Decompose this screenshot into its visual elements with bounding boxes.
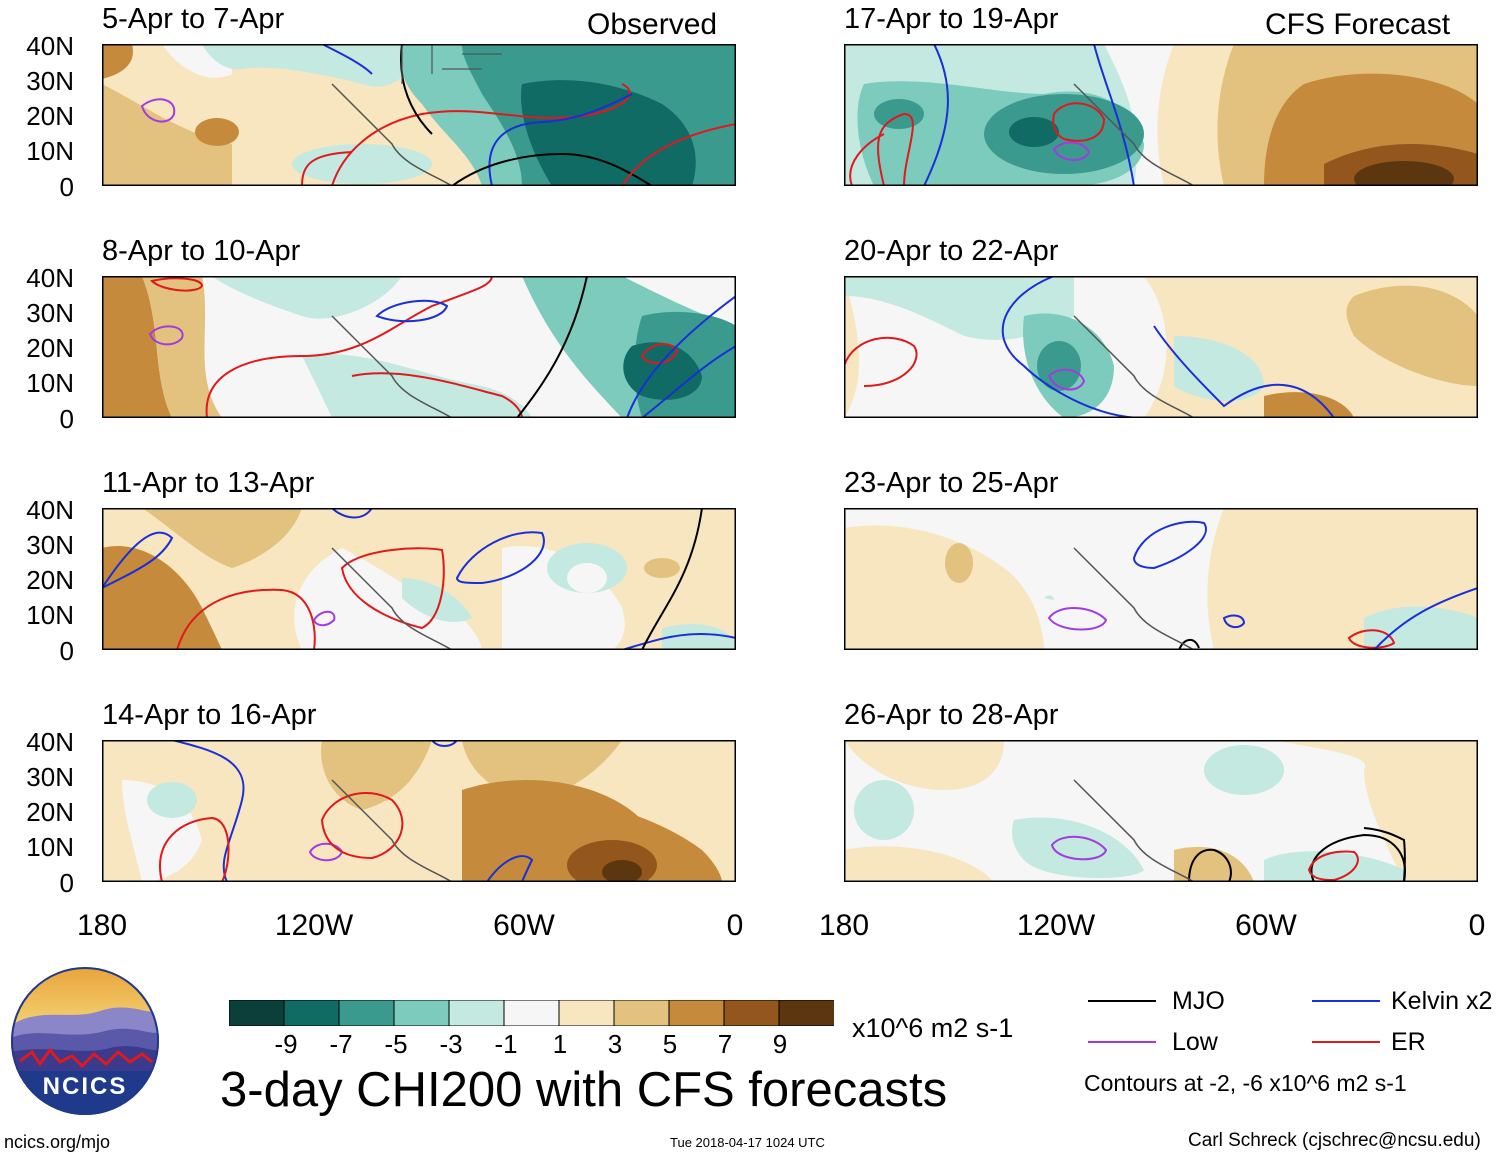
x-label: 60W <box>1235 909 1297 942</box>
colorbar-swatch <box>668 1000 725 1026</box>
colorbar-label: -5 <box>384 1029 408 1059</box>
x-label: 0 <box>726 909 744 942</box>
legend-label-kelvin: Kelvin x2 <box>1391 987 1493 1015</box>
x-label: 0 <box>1468 909 1486 942</box>
legend-line-low <box>1088 1041 1156 1043</box>
colorbar-swatch <box>229 1000 285 1026</box>
legend-label-er: ER <box>1391 1028 1426 1056</box>
y-label: 30N <box>26 66 74 96</box>
colorbar-label: -3 <box>439 1029 463 1059</box>
contour-note: Contours at -2, -6 x10^6 m2 s-1 <box>1084 1070 1407 1096</box>
x-label: 120W <box>1016 909 1096 942</box>
footer-author: Carl Schreck (cjschrec@ncsu.edu) <box>1188 1130 1481 1151</box>
y-label: 20N <box>26 333 74 363</box>
colorbar-label: 3 <box>607 1029 623 1059</box>
panel-title-r2: 20-Apr to 22-Apr <box>844 235 1059 267</box>
colorbar-swatch <box>338 1000 395 1026</box>
y-label: 0 <box>59 636 74 666</box>
x-label: 120W <box>274 909 354 942</box>
map-panel-observed-2 <box>102 276 736 418</box>
colorbar-label: 1 <box>552 1029 568 1059</box>
y-label: 10N <box>26 368 74 398</box>
y-label: 40N <box>26 727 74 757</box>
footer-timestamp: Tue 2018-04-17 1024 UTC <box>670 1135 825 1150</box>
y-label: 30N <box>26 298 74 328</box>
y-label: 40N <box>26 495 74 525</box>
ncics-logo: NCICS <box>11 967 159 1115</box>
legend-line-er <box>1312 1041 1380 1043</box>
footer-url[interactable]: ncics.org/mjo <box>4 1132 111 1152</box>
x-label: 180 <box>76 909 128 942</box>
colorbar-label: -9 <box>274 1029 298 1059</box>
colorbar-swatch <box>558 1000 615 1026</box>
observed-label: Observed <box>587 8 718 41</box>
units-label: x10^6 m2 s-1 <box>852 1013 1014 1043</box>
y-label: 10N <box>26 136 74 166</box>
panel-title-r1: 17-Apr to 19-Apr <box>844 3 1059 35</box>
colorbar-swatch <box>503 1000 560 1026</box>
y-label: 0 <box>59 404 74 434</box>
map-panel-observed-1 <box>102 44 736 186</box>
x-label: 180 <box>818 909 870 942</box>
x-label: 60W <box>493 909 555 942</box>
colorbar-swatch <box>613 1000 670 1026</box>
y-label: 0 <box>59 172 74 202</box>
colorbar-label: 5 <box>662 1029 678 1059</box>
colorbar-swatch <box>723 1000 780 1026</box>
figure-title: 3-day CHI200 with CFS forecasts <box>220 1063 948 1117</box>
legend-line-mjo <box>1088 1000 1156 1002</box>
panel-title-l4: 14-Apr to 16-Apr <box>102 699 317 731</box>
legend-label-mjo: MJO <box>1172 987 1225 1015</box>
legend-label-low: Low <box>1172 1028 1218 1056</box>
y-label: 30N <box>26 762 74 792</box>
map-panel-forecast-2 <box>844 276 1478 418</box>
colorbar-label: -1 <box>494 1029 518 1059</box>
y-label: 20N <box>26 101 74 131</box>
logo-text: NCICS <box>43 1073 128 1100</box>
map-panel-observed-3 <box>102 508 736 650</box>
colorbar-swatch <box>283 1000 340 1026</box>
map-panel-forecast-1 <box>844 44 1478 186</box>
y-label: 0 <box>59 868 74 898</box>
legend-line-kelvin <box>1312 1000 1380 1002</box>
map-panel-forecast-4 <box>844 740 1478 882</box>
colorbar-label: 7 <box>717 1029 733 1059</box>
y-label: 20N <box>26 565 74 595</box>
colorbar-swatch <box>778 1000 834 1026</box>
y-label: 30N <box>26 530 74 560</box>
y-label: 20N <box>26 797 74 827</box>
y-label: 10N <box>26 832 74 862</box>
panel-title-l2: 8-Apr to 10-Apr <box>102 235 301 267</box>
panel-title-r4: 26-Apr to 28-Apr <box>844 699 1059 731</box>
colorbar <box>229 1000 834 1026</box>
colorbar-label: 9 <box>772 1029 788 1059</box>
map-panel-forecast-3 <box>844 508 1478 650</box>
y-label: 10N <box>26 600 74 630</box>
colorbar-swatch <box>393 1000 450 1026</box>
panel-title-l3: 11-Apr to 13-Apr <box>102 467 315 499</box>
y-label: 40N <box>26 31 74 61</box>
panel-title-r3: 23-Apr to 25-Apr <box>844 467 1059 499</box>
map-panel-observed-4 <box>102 740 736 882</box>
panel-title-l1: 5-Apr to 7-Apr <box>102 3 285 35</box>
y-label: 40N <box>26 263 74 293</box>
cfs-forecast-label: CFS Forecast <box>1265 8 1451 41</box>
colorbar-swatch <box>448 1000 505 1026</box>
colorbar-label: -7 <box>329 1029 353 1059</box>
